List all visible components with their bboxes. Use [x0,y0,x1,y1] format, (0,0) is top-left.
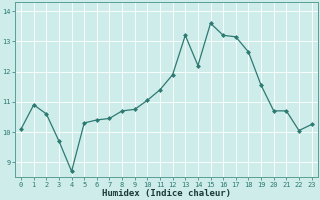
X-axis label: Humidex (Indice chaleur): Humidex (Indice chaleur) [102,189,231,198]
